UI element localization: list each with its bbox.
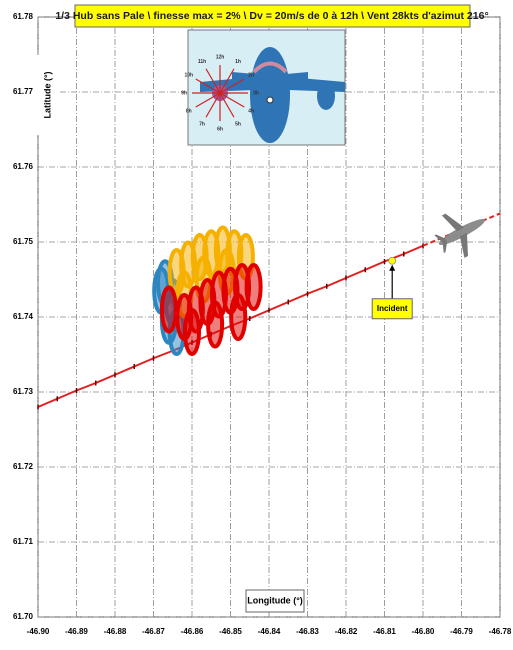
clock-label: 9h (181, 90, 187, 96)
title-box (74, 4, 471, 28)
y-tick-label: 61.75 (13, 237, 34, 246)
clock-label: 1h (235, 59, 241, 65)
clock-label: 7h (199, 122, 205, 128)
airplane-wings (434, 213, 468, 258)
airplane-icon (434, 213, 486, 258)
x-tick-label: -46.86 (181, 627, 204, 636)
x-tick-label: -46.88 (104, 627, 127, 636)
x-tick-label: -46.79 (450, 627, 473, 636)
x-label-box (245, 589, 305, 613)
y-label-box (36, 55, 58, 135)
clock-label: 3h (253, 90, 259, 96)
inset (187, 29, 346, 146)
clock-label: 10h (185, 72, 194, 78)
annotation-arrowhead (389, 264, 396, 271)
clock-arrow (195, 78, 221, 94)
x-tick-label: -46.84 (258, 627, 281, 636)
y-tick-label: 61.78 (13, 12, 34, 21)
clock-label: 5h (235, 122, 241, 128)
clock-arrow (219, 92, 235, 118)
clock-label: 12h (216, 54, 225, 60)
inset-hub (266, 96, 274, 104)
x-axis-label: Longitude (°) (247, 595, 303, 605)
annotation-box (371, 298, 413, 320)
debris-loop (159, 285, 178, 334)
clock-label: 11h (198, 59, 206, 65)
y-tick-label: 61.73 (13, 387, 34, 396)
x-tick-label: -46.89 (65, 627, 88, 636)
y-tick-label: 61.72 (13, 462, 34, 471)
clock-label: 2h (248, 72, 254, 78)
clock-arrow (219, 78, 245, 94)
annotation-text: Incident (377, 304, 408, 313)
x-tick-label: -46.85 (219, 627, 242, 636)
marks (37, 212, 501, 410)
inset-cockpit (252, 61, 288, 74)
clock-arrow (205, 92, 221, 118)
debris-loop (183, 308, 201, 356)
inset-fuselage (250, 47, 290, 143)
chart-title: 1/3 Hub sans Pale \ finesse max = 2% \ D… (55, 10, 488, 22)
x-tick-label: -46.82 (335, 627, 358, 636)
y-tick-label: 61.77 (13, 87, 34, 96)
y-tick-label: 61.76 (13, 162, 34, 171)
clock-label: 8h (186, 108, 192, 114)
inset-clock: 12h 1h 2h 3h 4h 5h 6h 7h 8h 9h 10h 11h (181, 54, 259, 132)
clock-label: 4h (248, 108, 254, 114)
x-tick-label: -46.90 (27, 627, 50, 636)
incident-point (388, 256, 397, 265)
inset-engine (317, 82, 335, 110)
y-tick-label: 61.71 (13, 537, 34, 546)
clock-label: 6h (217, 126, 223, 132)
debris-loop (244, 263, 263, 311)
y-tick-label: 61.74 (13, 312, 34, 321)
airplane-body (438, 219, 486, 245)
y-tick-label: 61.70 (13, 612, 34, 621)
x-tick-label: -46.87 (142, 627, 165, 636)
x-tick-label: -46.81 (373, 627, 396, 636)
y-axis-label: Latitude (°) (42, 71, 52, 118)
x-tick-label: -46.78 (489, 627, 512, 636)
clock-arrow (195, 92, 221, 108)
x-tick-label: -46.80 (412, 627, 435, 636)
clock-arrow (219, 68, 235, 94)
debris-loop (206, 300, 225, 349)
debris-loop (229, 293, 248, 341)
clock-arrow (205, 68, 221, 94)
x-tick-label: -46.83 (296, 627, 319, 636)
clock-arrow (219, 92, 245, 108)
